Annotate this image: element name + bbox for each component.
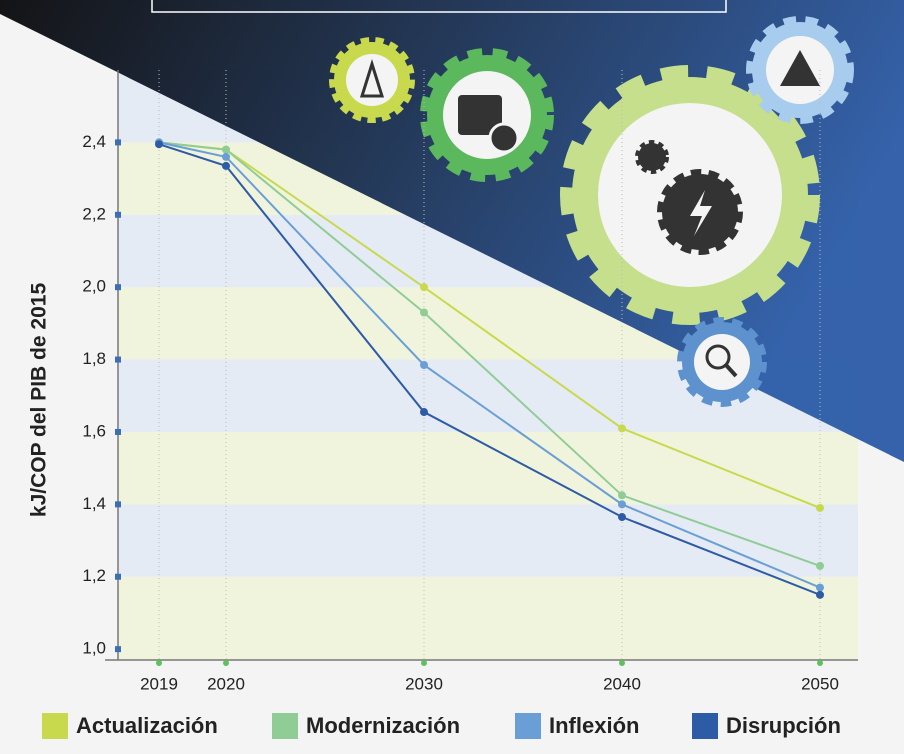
y-tick-label: 1,8 xyxy=(82,349,106,368)
data-point xyxy=(222,161,230,170)
data-point xyxy=(420,361,428,369)
data-point xyxy=(222,145,230,154)
y-tick xyxy=(115,211,121,218)
legend-swatch xyxy=(515,713,541,739)
x-tick-label: 2020 xyxy=(207,674,245,693)
grid-band xyxy=(118,576,858,650)
y-tick-label: 1,0 xyxy=(82,639,106,658)
y-tick xyxy=(115,356,121,363)
legend-label: Actualización xyxy=(76,713,218,738)
grid-band xyxy=(118,431,858,505)
grid-band xyxy=(118,649,858,660)
data-point xyxy=(420,408,428,417)
y-tick-label: 2,4 xyxy=(82,132,106,151)
data-point xyxy=(816,503,824,512)
data-point xyxy=(618,424,626,433)
legend-label: Disrupción xyxy=(726,713,841,738)
frame xyxy=(151,0,727,13)
data-point xyxy=(222,152,230,161)
x-tick-label: 2019 xyxy=(140,674,178,693)
data-point xyxy=(420,308,428,317)
x-tick xyxy=(619,660,625,666)
legend-swatch xyxy=(692,713,718,739)
y-tick-label: 1,4 xyxy=(82,494,106,513)
data-point xyxy=(618,500,626,509)
legend-swatch xyxy=(272,713,298,739)
x-tick-label: 2040 xyxy=(603,674,641,693)
y-tick-label: 1,6 xyxy=(82,421,106,440)
legend-label: Modernización xyxy=(306,713,460,738)
x-tick-label: 2030 xyxy=(405,674,443,693)
y-axis-label: kJ/COP del PIB de 2015 xyxy=(28,283,51,518)
y-tick-label: 2,0 xyxy=(82,277,106,296)
legend-swatch xyxy=(42,713,68,739)
x-tick xyxy=(223,660,229,666)
x-tick-label: 2050 xyxy=(801,674,839,693)
y-tick xyxy=(115,139,121,146)
y-tick xyxy=(115,428,121,435)
data-point xyxy=(816,561,824,570)
x-tick xyxy=(156,660,162,666)
y-tick-label: 1,2 xyxy=(82,566,106,585)
y-tick-label: 2,2 xyxy=(82,204,106,223)
legend-label: Inflexión xyxy=(549,713,639,738)
data-point xyxy=(816,590,824,599)
data-point xyxy=(618,491,626,500)
y-tick xyxy=(115,501,121,508)
data-point xyxy=(155,140,163,149)
y-tick xyxy=(115,573,121,580)
data-point xyxy=(420,283,428,292)
x-tick xyxy=(817,660,823,666)
y-tick xyxy=(115,284,121,291)
plot: 1,0 1,2 1,4 1,6 1,8 2,0 2,2 2,4 2019 2020 2030 2040… xyxy=(42,70,858,739)
grid-band xyxy=(118,504,858,577)
x-tick xyxy=(421,660,427,666)
gears xyxy=(329,16,854,407)
data-point xyxy=(816,583,824,592)
y-tick xyxy=(115,646,121,653)
data-point xyxy=(618,513,626,522)
